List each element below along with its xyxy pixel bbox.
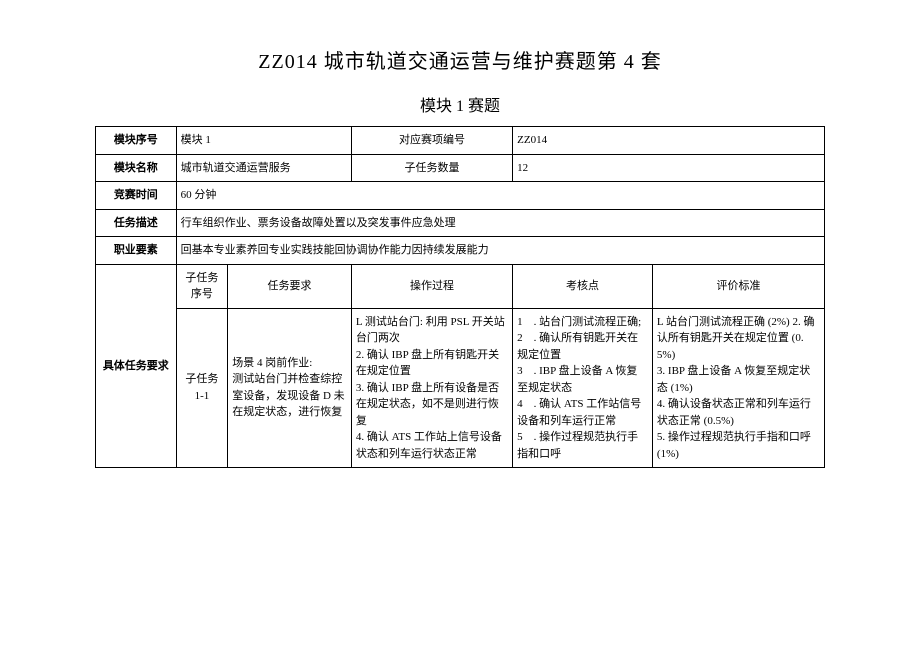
assess-value: 1 . 站台门测试流程正确;2 . 确认所有钥匙开关在规定位置3 . IBP 盘…	[513, 308, 653, 468]
module-seq-value: 模块 1	[176, 127, 351, 155]
subtask-count-value: 12	[513, 154, 825, 182]
competition-table: 模块序号 模块 1 对应赛项编号 ZZ014 模块名称 城市轨道交通运营服务 子…	[95, 126, 825, 468]
doc-subtitle: 模块 1 赛题	[95, 92, 825, 116]
vocation-value: 回基本专业素养回专业实践技能回协调协作能力因持续发展能力	[176, 237, 824, 265]
task-req-header: 任务要求	[228, 264, 352, 308]
task-desc-label: 任务描述	[96, 209, 177, 237]
time-label: 竞赛时间	[96, 182, 177, 210]
op-proc-header: 操作过程	[351, 264, 512, 308]
corr-item-value: ZZ014	[513, 127, 825, 155]
module-name-label: 模块名称	[96, 154, 177, 182]
subtask-count-label: 子任务数量	[351, 154, 512, 182]
task-req-value: 场景 4 岗前作业:测试站台门并检查综控室设备，发现设备 D 未在规定状态，进行…	[228, 308, 352, 468]
sub-seq-value: 子任务1-1	[176, 308, 228, 468]
eval-header: 评价标准	[652, 264, 824, 308]
vocation-label: 职业要素	[96, 237, 177, 265]
req-label: 具体任务要求	[96, 264, 177, 468]
task-desc-value: 行车组织作业、票务设备故障处置以及突发事件应急处理	[176, 209, 824, 237]
op-proc-value: L 测试站台门: 利用 PSL 开关站台门两次2. 确认 IBP 盘上所有钥匙开…	[351, 308, 512, 468]
eval-value: L 站台门测试流程正确 (2%) 2. 确认所有钥匙开关在规定位置 (0.5%)…	[652, 308, 824, 468]
assess-header: 考核点	[513, 264, 653, 308]
corr-item-label: 对应赛项编号	[351, 127, 512, 155]
time-value: 60 分钟	[176, 182, 824, 210]
module-name-value: 城市轨道交通运营服务	[176, 154, 351, 182]
sub-seq-header: 子任务序号	[176, 264, 228, 308]
module-seq-label: 模块序号	[96, 127, 177, 155]
doc-title: ZZ014 城市轨道交通运营与维护赛题第 4 套	[95, 45, 825, 74]
